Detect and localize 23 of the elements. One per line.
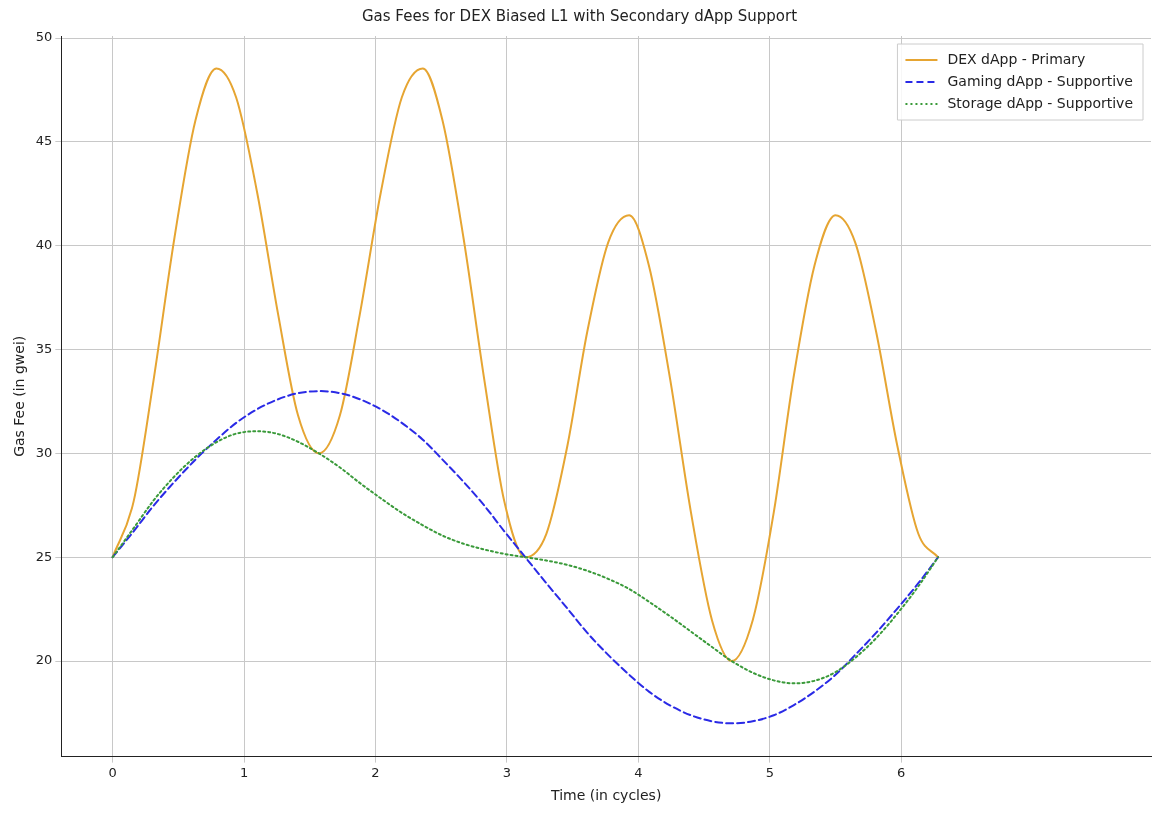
y-tick-label: 45 xyxy=(35,133,53,149)
legend-label: Storage dApp - Supportive xyxy=(947,94,1134,111)
legend-label: Gaming dApp - Supportive xyxy=(947,72,1133,89)
x-tick-label: 4 xyxy=(634,764,643,780)
x-tick-label: 3 xyxy=(502,764,512,780)
line-series xyxy=(111,430,940,685)
y-tick-label: 30 xyxy=(35,444,53,460)
y-tick-label: 25 xyxy=(35,548,53,564)
x-tick-label: 0 xyxy=(108,764,117,780)
y-tick-label: 35 xyxy=(35,340,53,356)
x-tick-label: 1 xyxy=(239,764,249,780)
y-tick-label: 50 xyxy=(35,29,53,45)
y-axis-title: Gas Fee (in gwei) xyxy=(11,335,28,457)
chart-title: Gas Fees for DEX Biased L1 with Secondary dApp Support xyxy=(361,6,798,25)
x-tick-label: 6 xyxy=(897,764,906,780)
line-series xyxy=(111,67,940,663)
x-tick-label: 5 xyxy=(765,764,774,780)
y-tick-label: 40 xyxy=(35,237,53,253)
legend-label: DEX dApp - Primary xyxy=(947,50,1086,67)
line-series xyxy=(111,390,940,725)
y-tick-label: 20 xyxy=(35,652,53,668)
x-axis-title: Time (in cycles) xyxy=(550,787,662,804)
x-tick-label: 2 xyxy=(371,764,380,780)
